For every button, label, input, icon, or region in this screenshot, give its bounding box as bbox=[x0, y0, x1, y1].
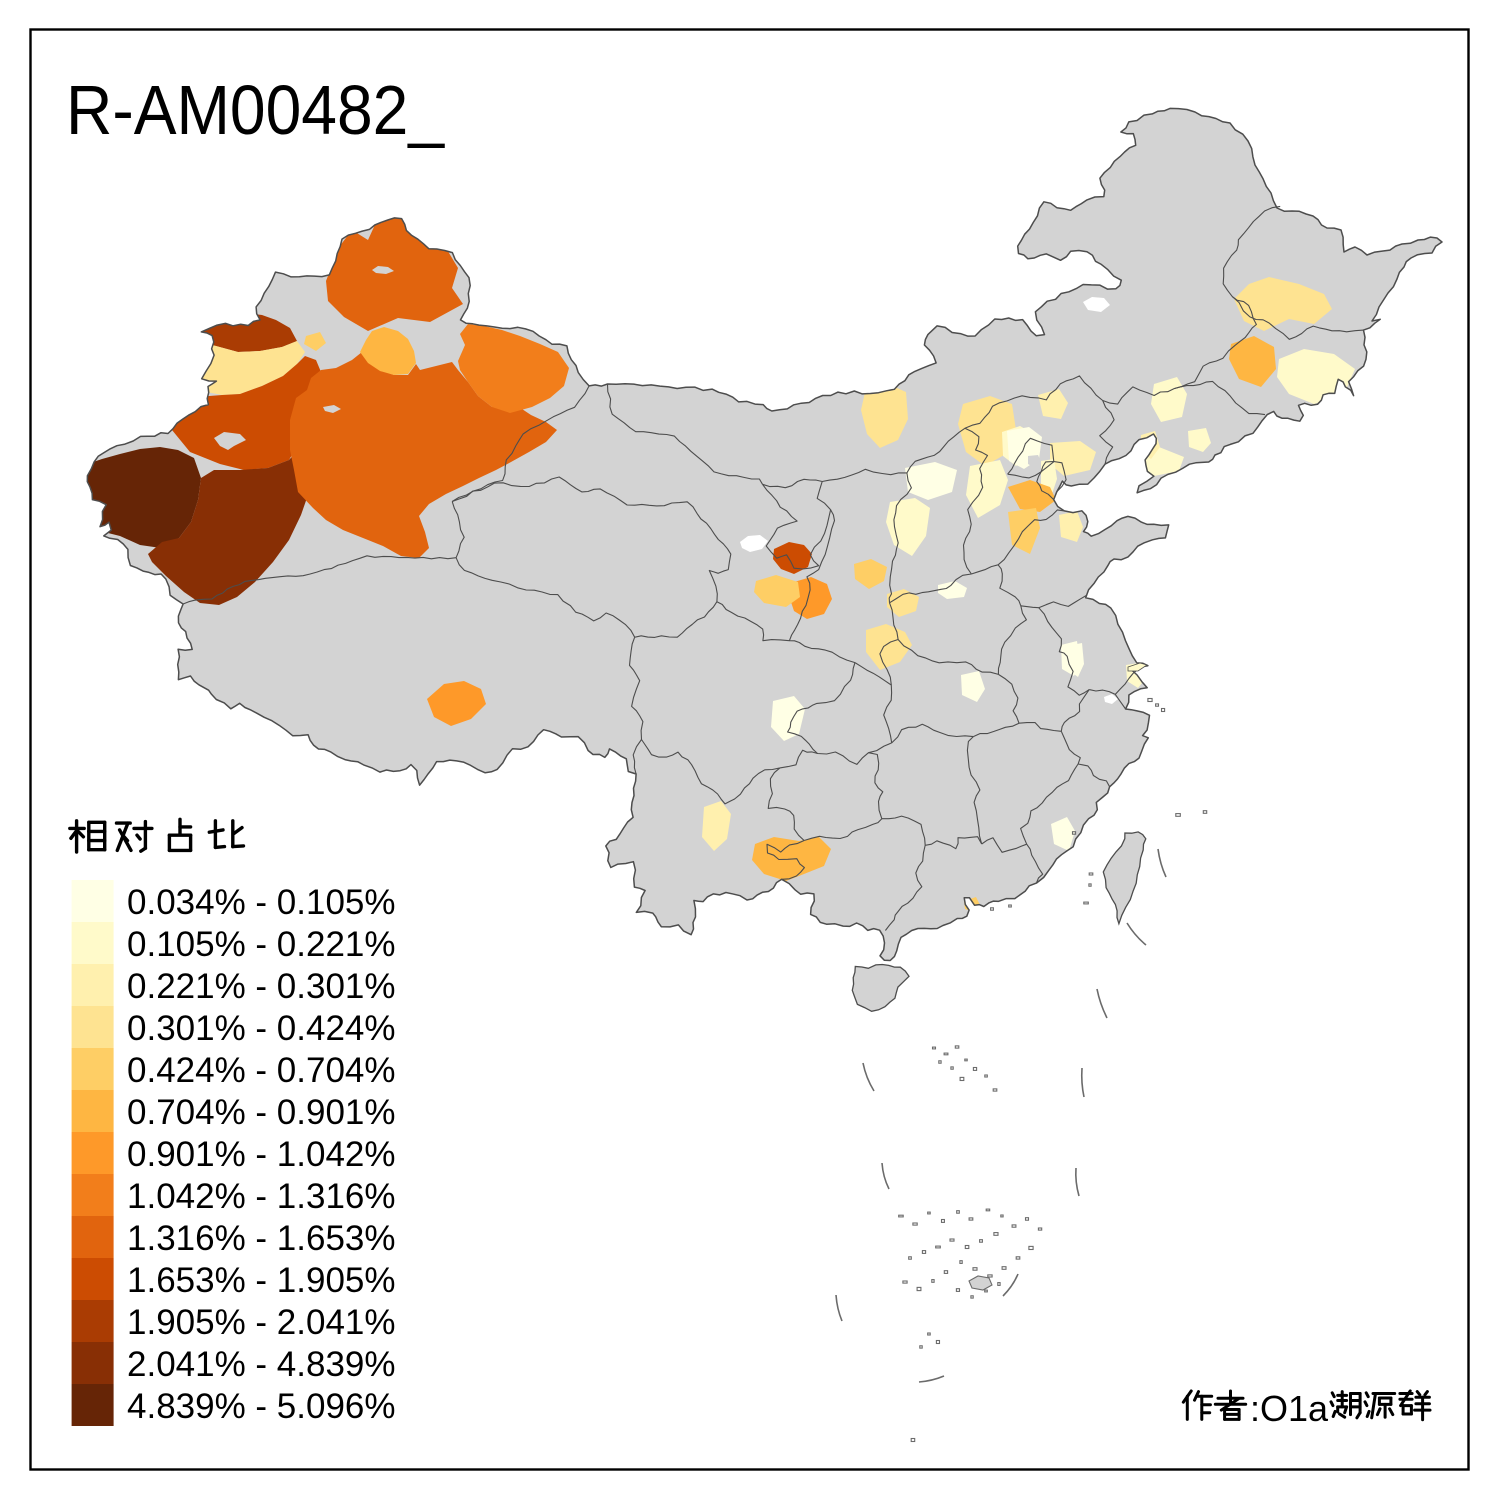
svg-text:2.041% - 4.839%: 2.041% - 4.839% bbox=[127, 1345, 396, 1384]
svg-text:1.042% - 1.316%: 1.042% - 1.316% bbox=[127, 1177, 396, 1216]
svg-text::O1a: :O1a bbox=[1250, 1388, 1329, 1429]
svg-text:1.316% - 1.653%: 1.316% - 1.653% bbox=[127, 1219, 396, 1258]
svg-text:R-AM00482_: R-AM00482_ bbox=[66, 71, 445, 149]
svg-text:0.301% - 0.424%: 0.301% - 0.424% bbox=[127, 1009, 396, 1048]
svg-text:0.105% - 0.221%: 0.105% - 0.221% bbox=[127, 925, 396, 964]
svg-text:0.221% - 0.301%: 0.221% - 0.301% bbox=[127, 967, 396, 1006]
svg-text:1.653% - 1.905%: 1.653% - 1.905% bbox=[127, 1261, 396, 1300]
svg-text:4.839% - 5.096%: 4.839% - 5.096% bbox=[127, 1387, 396, 1426]
svg-text:0.034% - 0.105%: 0.034% - 0.105% bbox=[127, 883, 396, 922]
svg-text:1.905% - 2.041%: 1.905% - 2.041% bbox=[127, 1303, 396, 1342]
svg-text:0.424% - 0.704%: 0.424% - 0.704% bbox=[127, 1051, 396, 1090]
svg-text:0.704% - 0.901%: 0.704% - 0.901% bbox=[127, 1093, 396, 1132]
svg-text:0.901% - 1.042%: 0.901% - 1.042% bbox=[127, 1135, 396, 1174]
